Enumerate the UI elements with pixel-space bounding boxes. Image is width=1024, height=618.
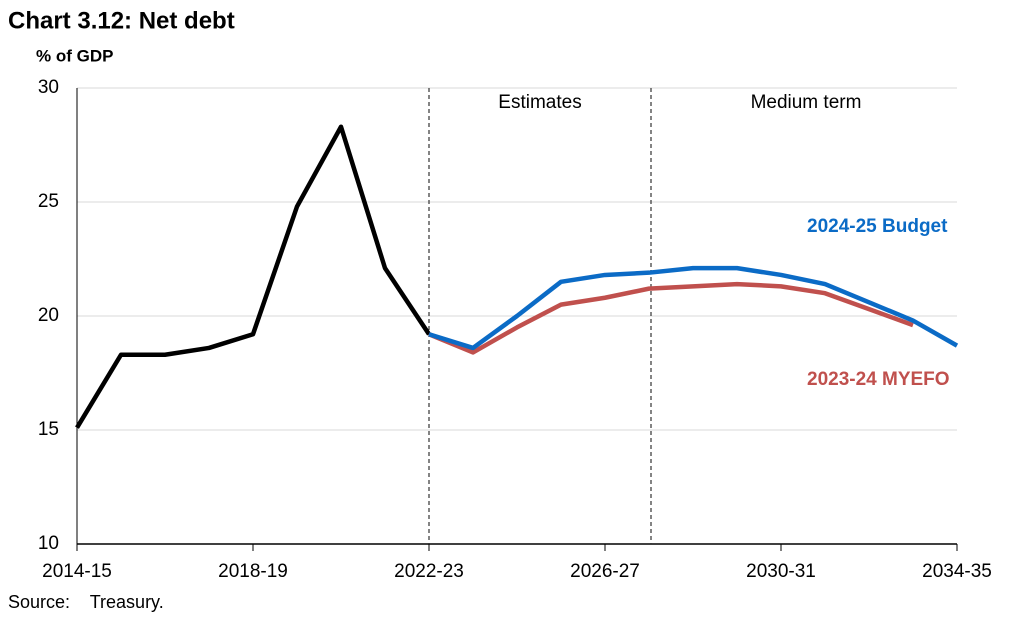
annotation: Estimates: [498, 92, 581, 113]
y-axis-label: % of GDP: [36, 46, 113, 65]
series-line: [428, 265, 959, 351]
x-tick-label: 2018-19: [218, 561, 288, 582]
y-tick-label: 15: [38, 419, 59, 440]
x-tick-label: 2014-15: [42, 561, 112, 582]
y-tick-label: 10: [38, 533, 59, 554]
y-tick-label: 25: [38, 191, 59, 212]
x-tick-label: 2030-31: [746, 561, 816, 582]
series-label: 2024-25 Budget: [807, 216, 948, 237]
series-line: [75, 124, 431, 429]
x-tick-label: 2034-35: [922, 561, 992, 582]
series-line: [428, 281, 914, 355]
x-tick-label: 2022-23: [394, 561, 464, 582]
x-tick-label: 2026-27: [570, 561, 640, 582]
y-tick-label: 30: [38, 77, 59, 98]
series-label: 2023-24 MYEFO: [807, 369, 950, 390]
annotation: Medium term: [751, 92, 862, 113]
y-tick-label: 20: [38, 305, 59, 326]
source-note: Source: Treasury.: [8, 592, 164, 612]
chart-title: Chart 3.12: Net debt: [8, 7, 235, 34]
